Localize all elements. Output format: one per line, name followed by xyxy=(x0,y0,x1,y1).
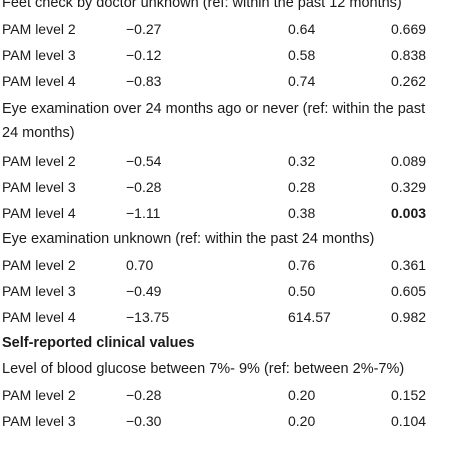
standard-error-value: 0.38 xyxy=(288,205,316,221)
row-header-eye-exam-over-24-months: Eye examination over 24 months ago or ne… xyxy=(0,94,442,148)
table-row: PAM level 3 −0.30 0.20 0.104 xyxy=(0,408,474,434)
standard-error-value: 0.20 xyxy=(288,413,316,429)
row-header-feet-check-unknown: Feet check by doctor unknown (ref: withi… xyxy=(0,0,474,16)
coefficient-value: 0.70 xyxy=(126,257,154,273)
regression-table: Feet check by doctor unknown (ref: withi… xyxy=(0,0,474,434)
row-label: PAM level 3 xyxy=(2,47,76,63)
row-label: PAM level 2 xyxy=(2,21,76,37)
section-title-text: Self-reported clinical values xyxy=(2,335,195,351)
table-row: PAM level 4 −13.75 614.57 0.982 xyxy=(0,304,474,330)
coefficient-value: −0.49 xyxy=(126,283,162,299)
row-header-eye-exam-unknown: Eye examination unknown (ref: within the… xyxy=(0,226,474,252)
row-header-blood-glucose: Level of blood glucose between 7%- 9% (r… xyxy=(0,356,474,382)
coefficient-value: −0.54 xyxy=(126,153,162,169)
table-row: PAM level 2 0.70 0.76 0.361 xyxy=(0,252,474,278)
standard-error-value: 0.32 xyxy=(288,153,316,169)
section-title-clinical-values: Self-reported clinical values xyxy=(0,330,474,356)
coefficient-value: −13.75 xyxy=(126,309,170,325)
row-label: PAM level 3 xyxy=(2,283,76,299)
coefficient-value: −0.28 xyxy=(126,179,162,195)
p-value: 0.089 xyxy=(391,153,427,169)
standard-error-value: 0.58 xyxy=(288,47,316,63)
row-label: PAM level 3 xyxy=(2,179,76,195)
p-value: 0.669 xyxy=(391,21,427,37)
p-value: 0.838 xyxy=(391,47,427,63)
row-label: PAM level 2 xyxy=(2,387,76,403)
coefficient-value: −0.83 xyxy=(126,73,162,89)
standard-error-value: 0.20 xyxy=(288,387,316,403)
row-label: PAM level 2 xyxy=(2,153,76,169)
standard-error-value: 0.50 xyxy=(288,283,316,299)
p-value: 0.361 xyxy=(391,257,427,273)
p-value: 0.104 xyxy=(391,413,427,429)
standard-error-value: 0.76 xyxy=(288,257,316,273)
p-value: 0.329 xyxy=(391,179,427,195)
standard-error-value: 0.64 xyxy=(288,21,316,37)
table-row: PAM level 3 −0.49 0.50 0.605 xyxy=(0,278,474,304)
row-header-text: Feet check by doctor unknown (ref: withi… xyxy=(2,0,402,11)
p-value: 0.262 xyxy=(391,73,427,89)
coefficient-value: −0.30 xyxy=(126,413,162,429)
row-label: PAM level 4 xyxy=(2,309,76,325)
row-label: PAM level 4 xyxy=(2,205,76,221)
table-row: PAM level 2 −0.54 0.32 0.089 xyxy=(0,148,474,174)
standard-error-value: 614.57 xyxy=(288,309,331,325)
row-header-text: Level of blood glucose between 7%- 9% (r… xyxy=(2,361,405,377)
standard-error-value: 0.28 xyxy=(288,179,316,195)
table-row: PAM level 2 −0.27 0.64 0.669 xyxy=(0,16,474,42)
p-value: 0.605 xyxy=(391,283,427,299)
row-header-text: Eye examination unknown (ref: within the… xyxy=(2,231,375,247)
row-header-text: Eye examination over 24 months ago or ne… xyxy=(2,101,426,141)
table-row: PAM level 3 −0.12 0.58 0.838 xyxy=(0,42,474,68)
table-row: PAM level 4 −0.83 0.74 0.262 xyxy=(0,68,474,94)
p-value: 0.982 xyxy=(391,309,427,325)
row-label: PAM level 2 xyxy=(2,257,76,273)
table-row: PAM level 4 −1.11 0.38 0.003 xyxy=(0,200,474,226)
coefficient-value: −0.27 xyxy=(126,21,162,37)
p-value-significant: 0.003 xyxy=(391,205,427,221)
coefficient-value: −1.11 xyxy=(126,205,161,221)
coefficient-value: −0.28 xyxy=(126,387,162,403)
standard-error-value: 0.74 xyxy=(288,73,316,89)
row-label: PAM level 3 xyxy=(2,413,76,429)
p-value: 0.152 xyxy=(391,387,427,403)
table-row: PAM level 2 −0.28 0.20 0.152 xyxy=(0,382,474,408)
table-row: PAM level 3 −0.28 0.28 0.329 xyxy=(0,174,474,200)
row-label: PAM level 4 xyxy=(2,73,76,89)
coefficient-value: −0.12 xyxy=(126,47,162,63)
